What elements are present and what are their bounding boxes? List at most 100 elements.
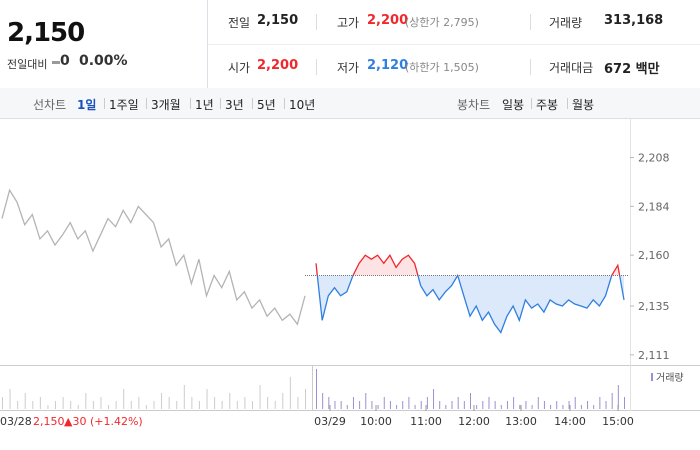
x-tick-label: 03/29 — [314, 415, 346, 428]
period-tab[interactable]: 1주일 — [109, 98, 139, 112]
divider — [530, 59, 531, 75]
footer-change: ▲30 (+1.42%) — [64, 415, 143, 428]
volume-bar — [274, 401, 276, 409]
volume-bar — [244, 397, 246, 409]
stat-value: 2,150 — [257, 13, 299, 28]
volume-bar — [605, 401, 607, 409]
volume-bar — [161, 393, 163, 409]
volume-bar — [92, 401, 94, 409]
volume-bar — [17, 401, 19, 409]
divider — [316, 59, 317, 75]
volume-bar — [70, 401, 72, 409]
volume-bar — [236, 401, 238, 409]
period-tab[interactable]: 1년 — [195, 98, 214, 112]
volume-bar — [389, 401, 391, 409]
volume-bar — [587, 401, 589, 409]
stat-label: 고가 — [337, 16, 360, 30]
volume-bar — [198, 401, 200, 409]
volume-bar — [513, 397, 515, 409]
volume-bar — [328, 397, 330, 409]
volume-bar — [316, 369, 317, 409]
volume-bar — [574, 397, 576, 409]
volume-legend: 거래량 — [656, 372, 684, 384]
period-tab[interactable]: 5년 — [257, 98, 276, 112]
volume-bar — [365, 393, 367, 409]
volume-bar — [47, 405, 49, 409]
period-tab[interactable]: 3년 — [225, 98, 244, 112]
volume-bar — [130, 401, 132, 409]
volume-bar — [55, 401, 57, 409]
stat-extra: (상한가 2,795) — [405, 16, 479, 29]
stat-label: 전일 — [228, 16, 251, 30]
stat-label: 거래대금 — [549, 61, 594, 75]
stat-value: 2,200 — [257, 58, 299, 73]
y-tick-label: 2,184 — [638, 200, 670, 213]
stat-extra: (하한가 1,505) — [405, 61, 479, 74]
period-tab[interactable]: 1일 — [77, 98, 97, 112]
volume-bar — [305, 389, 306, 409]
volume-bar — [123, 389, 125, 409]
volume-bar — [420, 401, 422, 409]
volume-bar — [408, 397, 410, 409]
tab-sep — [220, 98, 221, 109]
tab-sep — [531, 98, 532, 109]
y-tick-label: 2,111 — [638, 349, 670, 362]
stat-label: 거래량 — [549, 16, 583, 30]
candle-tab[interactable]: 일봉 — [502, 98, 525, 112]
stat-value: 313,168 — [604, 13, 664, 28]
volume-bar — [108, 405, 110, 409]
volume-bar — [494, 401, 496, 409]
volume-bar — [267, 397, 269, 409]
period-tab[interactable]: 3개월 — [151, 98, 181, 112]
volume-bar — [457, 397, 459, 409]
volume-bar — [138, 397, 140, 409]
volume-bar — [282, 393, 284, 409]
volume-bar — [168, 397, 170, 409]
y-tick-label: 2,208 — [638, 152, 670, 165]
stat-value: 672 백만 — [604, 62, 660, 77]
tab-sep — [252, 98, 253, 109]
footer-date: 03/28 — [0, 415, 32, 428]
volume-bar — [611, 393, 613, 409]
volume-bar — [463, 401, 465, 409]
price: 2,150 — [7, 18, 85, 48]
volume-bar — [402, 401, 404, 409]
x-tick-label: 11:00 — [410, 415, 442, 428]
volume-bar — [85, 393, 87, 409]
volume-bar — [176, 401, 178, 409]
volume-bar — [24, 393, 26, 409]
volume-bar — [383, 397, 385, 409]
volume-bar — [191, 397, 193, 409]
x-tick-label: 15:00 — [602, 415, 634, 428]
volume-bar — [183, 385, 185, 409]
volume-bar — [322, 393, 324, 409]
volume-bar — [153, 401, 155, 409]
footer-price: 2,150 — [33, 415, 65, 428]
volume-bar — [259, 385, 261, 409]
volume-bar — [334, 401, 336, 409]
period-tab[interactable]: 10년 — [289, 98, 316, 112]
price-line — [315, 253, 625, 334]
candle-tab[interactable]: 주봉 — [536, 98, 559, 112]
volume-bar — [62, 397, 64, 409]
candle-tab[interactable]: 월봉 — [572, 98, 595, 112]
stat-value: 2,200 — [367, 13, 409, 28]
tab-sep — [284, 98, 285, 109]
price-line — [1, 188, 306, 326]
divider — [208, 44, 700, 45]
volume-bar — [100, 397, 102, 409]
volume-bar — [506, 401, 508, 409]
volume-bar — [206, 389, 208, 409]
x-tick-label: 10:00 — [360, 415, 392, 428]
y-tick-label: 2,160 — [638, 249, 670, 262]
volume-bar — [115, 401, 117, 409]
volume-bar — [229, 393, 231, 409]
tab-sep — [104, 98, 105, 109]
volume-bar — [221, 401, 223, 409]
volume-bar — [550, 405, 552, 409]
volume-bar — [359, 401, 361, 409]
volume-bar — [414, 405, 416, 409]
volume-bar — [32, 401, 34, 409]
divider — [530, 14, 531, 30]
